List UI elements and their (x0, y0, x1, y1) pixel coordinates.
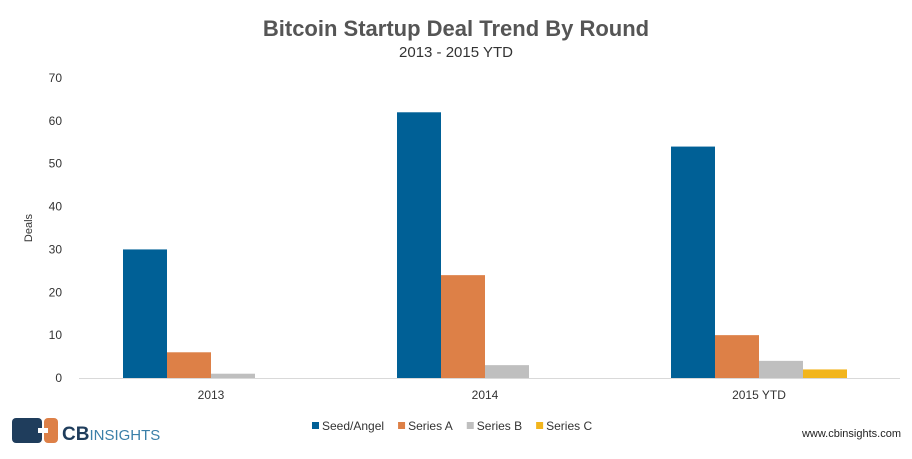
legend-swatch (466, 422, 474, 429)
bar-series-a-2014 (441, 275, 485, 378)
y-tick-label: 30 (49, 242, 63, 256)
y-tick-label: 70 (49, 71, 63, 85)
y-tick-label: 0 (55, 371, 62, 385)
chart-subtitle: 2013 - 2015 YTD (399, 44, 513, 61)
y-tick-label: 20 (49, 285, 63, 299)
bar-series-a-2013 (167, 352, 211, 378)
cb-insights-logo: CBINSIGHTS (12, 418, 160, 445)
legend-swatch (536, 422, 544, 429)
y-tick-label: 50 (49, 157, 63, 171)
x-tick-label: 2015 YTD (732, 388, 786, 402)
website-link[interactable]: www.cbinsights.com (801, 428, 901, 440)
bar-seed-angel-2015-ytd (671, 146, 715, 378)
bar-seed-angel-2014 (397, 112, 441, 379)
bar-seed-angel-2013 (123, 249, 167, 378)
y-tick-label: 40 (49, 200, 63, 214)
bar-series-b-2013 (211, 373, 255, 378)
legend-label: Series A (408, 419, 453, 433)
x-tick-label: 2014 (472, 388, 499, 402)
logo-text: CBINSIGHTS (62, 424, 160, 445)
logo-mark-notch (38, 428, 48, 433)
legend-swatch (398, 422, 406, 429)
legend-label: Series B (477, 419, 522, 433)
y-axis-label: Deals (23, 213, 35, 242)
legend-label: Series C (546, 419, 592, 433)
bar-series-c-2015-ytd (803, 369, 847, 378)
logo-mark-dark (12, 418, 42, 443)
logo-mark-orange (44, 418, 58, 443)
bar-series-b-2015-ytd (759, 360, 803, 378)
legend-swatch (312, 422, 319, 429)
bar-series-b-2014 (485, 365, 529, 378)
x-tick-label: 2013 (198, 388, 225, 402)
legend-label: Seed/Angel (322, 419, 384, 433)
y-tick-label: 60 (49, 114, 63, 128)
chart-title: Bitcoin Startup Deal Trend By Round (263, 16, 649, 41)
bar-series-a-2015-ytd (715, 335, 759, 378)
y-tick-label: 10 (49, 328, 63, 342)
